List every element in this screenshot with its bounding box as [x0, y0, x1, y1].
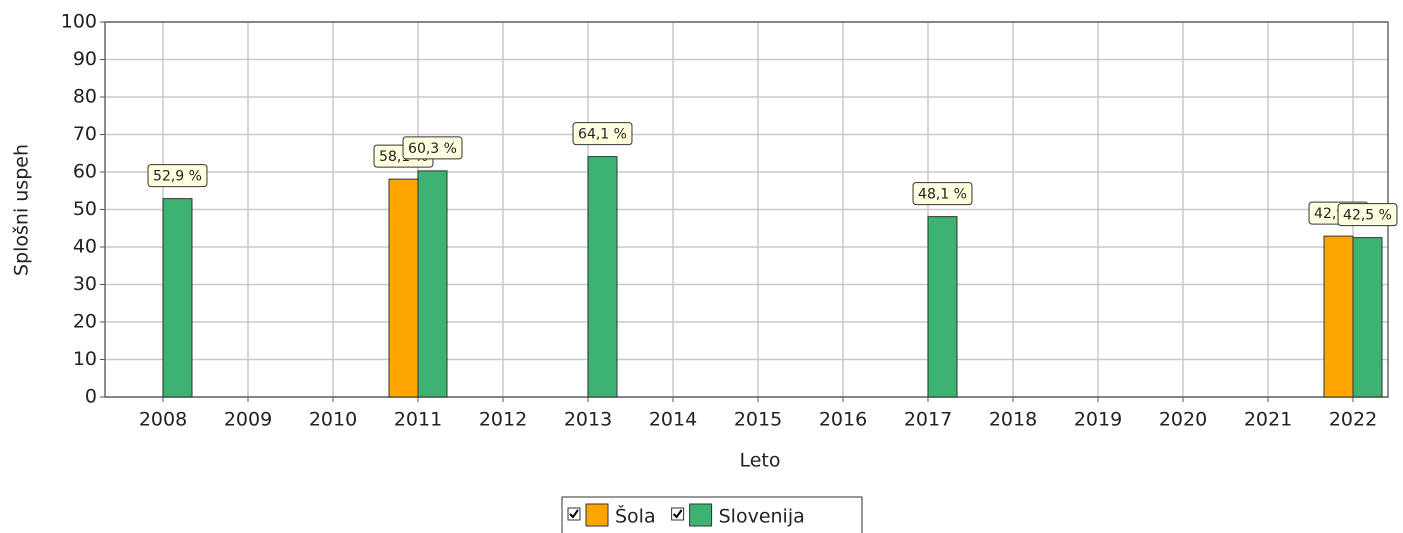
y-tick-label: 20: [73, 311, 97, 333]
value-label: 52,9 %: [147, 164, 208, 188]
x-tick-label: 2012: [479, 409, 527, 431]
x-tick-label: 2013: [564, 409, 612, 431]
x-axis-title: Leto: [739, 450, 780, 472]
x-tick-label: 2019: [1074, 409, 1122, 431]
legend-swatch: [689, 503, 713, 527]
y-tick-label: 50: [73, 198, 97, 220]
x-tick-label: 2016: [819, 409, 867, 431]
y-tick-label: 90: [73, 48, 97, 70]
value-label: 64,1 %: [572, 122, 633, 146]
value-label: 48,1 %: [912, 182, 973, 206]
x-tick-label: 2010: [309, 409, 357, 431]
x-tick-label: 2020: [1159, 409, 1207, 431]
value-label-box: [1337, 203, 1398, 227]
x-tick-label: 2022: [1329, 409, 1377, 431]
bar: [587, 156, 618, 398]
y-tick-label: 100: [61, 11, 97, 33]
y-tick-label: 80: [73, 86, 97, 108]
x-tick-label: 2009: [224, 409, 272, 431]
legend-label: Šola: [615, 504, 656, 528]
x-tick-label: 2021: [1244, 409, 1292, 431]
value-label-box: [912, 182, 973, 206]
bar: [388, 178, 419, 398]
value-label-text: 48,1 %: [918, 187, 967, 203]
legend-check: [672, 509, 683, 519]
legend-check: [569, 509, 579, 519]
y-axis-title: Splošni uspeh: [11, 144, 33, 276]
x-tick-label: 2017: [904, 409, 952, 431]
value-label-box: [402, 136, 463, 160]
value-label-box: [572, 122, 633, 146]
value-label: 60,3 %: [402, 136, 463, 160]
value-label-text: 42,5 %: [1343, 208, 1392, 224]
y-tick-label: 60: [73, 161, 97, 183]
value-label: 42,5 %: [1337, 203, 1398, 227]
x-tick-label: 2015: [734, 409, 782, 431]
y-tick-label: 10: [73, 348, 97, 370]
x-tick-label: 2018: [989, 409, 1037, 431]
y-tick-label: 0: [85, 386, 97, 408]
value-label-box: [147, 164, 208, 188]
bar: [1323, 235, 1354, 398]
legend-label: Slovenija: [719, 506, 805, 528]
value-label-text: 64,1 %: [578, 127, 627, 143]
bar: [417, 170, 448, 398]
y-tick-label: 70: [73, 123, 97, 145]
bar: [1352, 237, 1383, 398]
x-tick-label: 2008: [139, 409, 187, 431]
bar: [927, 216, 958, 398]
x-tick-label: 2014: [649, 409, 697, 431]
value-label-text: 52,9 %: [153, 169, 202, 185]
x-tick-label: 2011: [394, 409, 442, 431]
y-tick-label: 40: [73, 236, 97, 258]
legend-swatch: [585, 503, 609, 527]
y-tick-label: 30: [73, 273, 97, 295]
bar: [162, 198, 193, 398]
value-label-text: 60,3 %: [408, 141, 457, 157]
